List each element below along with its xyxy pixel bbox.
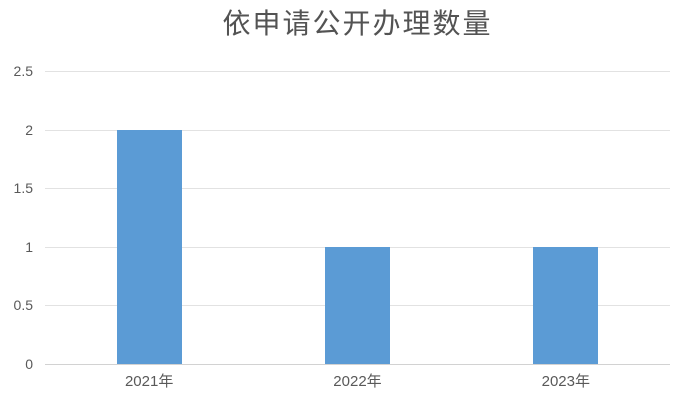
y-axis-tick-label: 0.5 bbox=[13, 297, 33, 314]
x-axis: 2021年 2022年 2023年 bbox=[45, 372, 670, 394]
y-axis-tick-label: 1.5 bbox=[13, 180, 33, 197]
x-axis-tick-label: 2023年 bbox=[541, 373, 590, 390]
y-axis-tick-label: 1 bbox=[25, 238, 33, 255]
y-axis-tick-label: 0 bbox=[25, 356, 33, 372]
bar-2021年 bbox=[116, 129, 182, 364]
x-axis-tick-label: 2021年 bbox=[124, 373, 174, 390]
gridline bbox=[45, 188, 670, 190]
y-axis-tick-label: 2.5 bbox=[13, 63, 33, 79]
y-axis: 0 0.5 1 1.5 2 2.5 bbox=[0, 63, 35, 372]
chart-title: 依申请公开办理数量 bbox=[222, 7, 493, 40]
bar-2023年 bbox=[533, 246, 599, 364]
y-axis-tick-label: 2 bbox=[25, 121, 33, 138]
plot-area bbox=[45, 71, 670, 365]
gridline bbox=[45, 71, 670, 72]
x-axis-tick-label: 2022年 bbox=[333, 373, 382, 390]
gridline bbox=[45, 129, 670, 131]
bar-2022年 bbox=[325, 246, 390, 364]
